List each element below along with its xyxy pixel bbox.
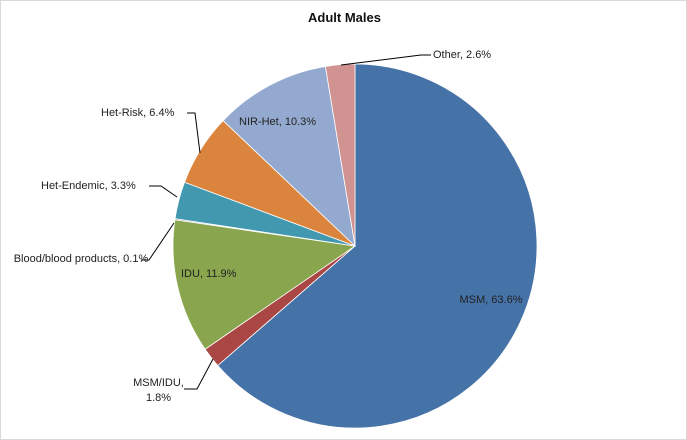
data-label: MSM/IDU, 1.8% — [133, 377, 184, 404]
pie-slice — [217, 63, 538, 429]
data-label: NIR-Het, 10.3% — [239, 116, 317, 128]
pie-slice — [222, 65, 356, 248]
data-label: Het-Endemic, 3.3% — [41, 180, 136, 192]
leader-line — [340, 54, 431, 66]
leader-line — [184, 358, 214, 390]
pie-slice — [172, 219, 357, 350]
data-label: Other, 2.6% — [433, 49, 492, 61]
data-label: Blood/blood products, 0.1% — [13, 253, 149, 265]
leader-line — [187, 112, 201, 154]
data-label: Het-Risk, 6.4% — [101, 107, 175, 119]
leader-line — [141, 222, 175, 261]
leader-line — [149, 185, 178, 198]
data-label: MSM, 63.6% — [459, 294, 523, 306]
data-label: IDU, 11.9% — [181, 268, 237, 280]
chart-title: Adult Males — [308, 10, 381, 25]
pie-slice — [324, 63, 356, 247]
